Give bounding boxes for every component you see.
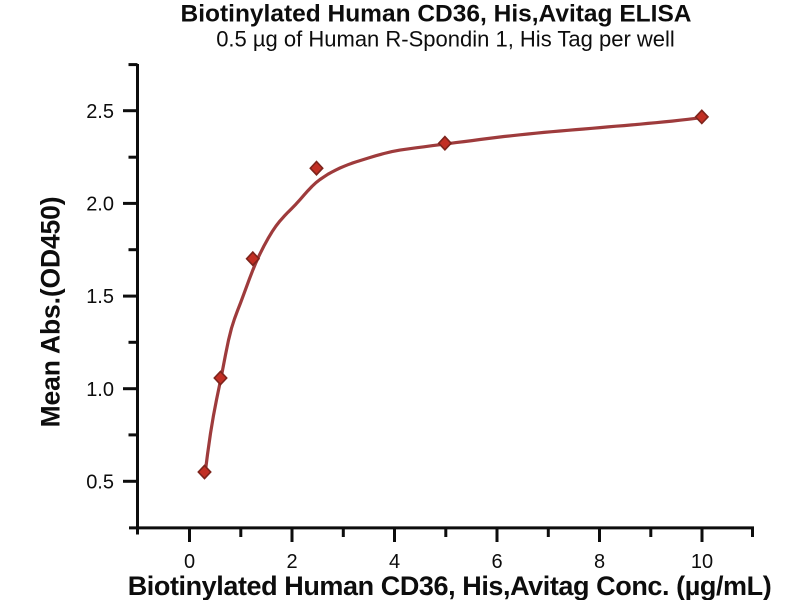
svg-text:8: 8	[594, 551, 605, 573]
svg-text:2: 2	[286, 551, 297, 573]
svg-text:2.0: 2.0	[86, 194, 114, 216]
svg-text:0.5: 0.5	[86, 471, 114, 493]
svg-text:0: 0	[184, 551, 195, 573]
svg-text:4: 4	[389, 551, 400, 573]
svg-text:2.5: 2.5	[86, 101, 114, 123]
svg-text:Biotinylated Human CD36, His,A: Biotinylated Human CD36, His,Avitag ELIS…	[181, 1, 692, 28]
svg-text:1.5: 1.5	[86, 286, 114, 308]
svg-text:6: 6	[491, 551, 502, 573]
svg-text:10: 10	[691, 551, 713, 573]
svg-text:Mean Abs.(OD450): Mean Abs.(OD450)	[36, 197, 66, 428]
svg-text:Biotinylated Human CD36, His,A: Biotinylated Human CD36, His,Avitag Conc…	[128, 571, 772, 600]
svg-text:0.5 µg of Human R-Spondin 1, H: 0.5 µg of Human R-Spondin 1, His Tag per…	[216, 26, 675, 51]
svg-text:1.0: 1.0	[86, 379, 114, 401]
